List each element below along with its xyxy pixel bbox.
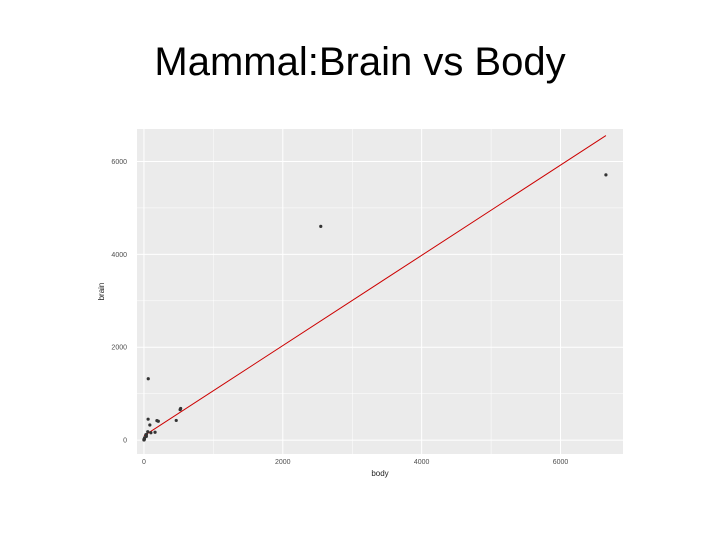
data-point — [174, 418, 178, 423]
data-point — [144, 434, 148, 438]
data-point — [155, 419, 159, 423]
points-group — [142, 173, 608, 442]
fit-line — [143, 135, 607, 437]
data-point — [319, 224, 323, 228]
data-point — [146, 377, 150, 381]
slide-title: Mammal:Brain vs Body — [154, 40, 566, 84]
y-tick-label: 4000 — [111, 252, 127, 259]
data-point — [179, 406, 183, 411]
x-tick-labels: 0 2000 4000 6000 — [142, 459, 568, 466]
x-tick-label: 4000 — [414, 459, 430, 466]
x-tick-label: 6000 — [553, 459, 569, 466]
y-tick-labels: 0 2000 4000 6000 — [111, 159, 127, 445]
data-point — [146, 417, 150, 421]
y-tick-label: 6000 — [111, 159, 127, 166]
y-tick-label: 0 — [123, 438, 127, 445]
fit-line-group — [143, 135, 607, 437]
x-tick-label: 2000 — [275, 459, 291, 466]
data-point — [604, 173, 608, 177]
grid-lines — [137, 129, 623, 454]
x-tick-label: 0 — [142, 459, 146, 466]
data-point — [149, 431, 153, 435]
data-point — [142, 437, 146, 441]
y-tick-label: 2000 — [111, 345, 127, 352]
data-point — [148, 423, 152, 427]
data-point — [146, 430, 150, 434]
plot-panel — [137, 129, 623, 454]
y-axis-title: brain — [97, 283, 106, 301]
x-axis-title: body — [371, 469, 388, 478]
data-point — [153, 430, 157, 434]
